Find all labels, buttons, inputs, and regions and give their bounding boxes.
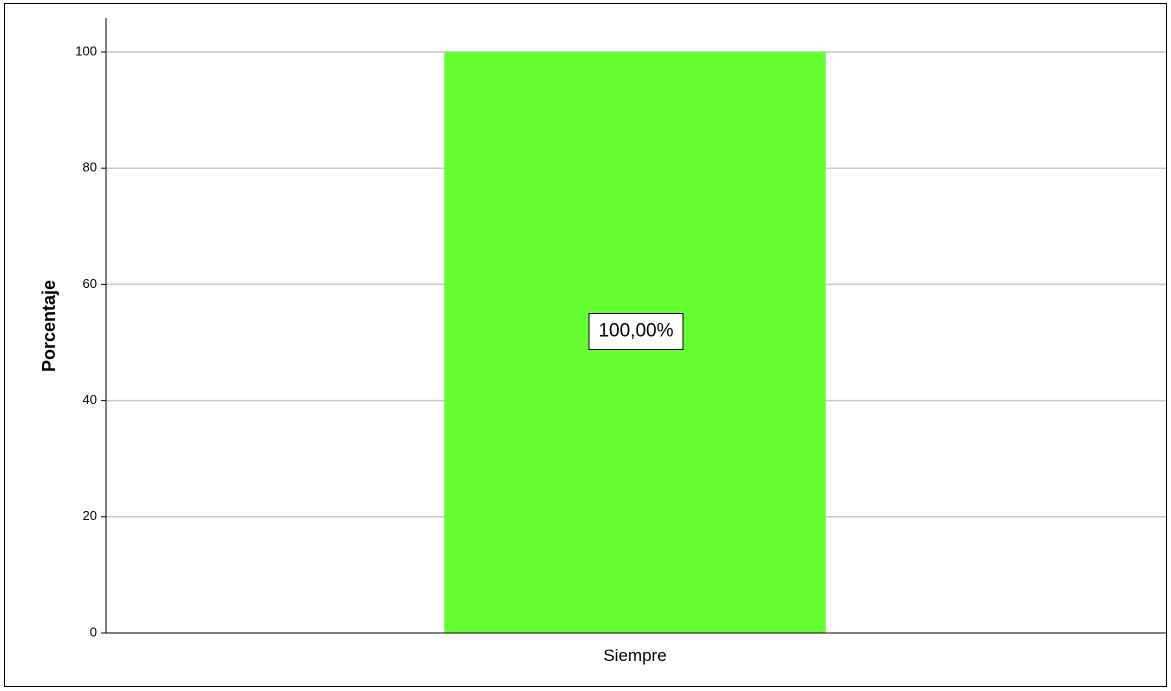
y-tick-label: 40 (83, 392, 97, 407)
y-tick-label: 20 (83, 508, 97, 523)
y-tick-label: 0 (90, 624, 97, 639)
y-axis-title: Porcentaje (39, 280, 59, 372)
x-category-label: Siempre (603, 646, 666, 665)
data-label-box (588, 313, 684, 350)
y-tick-label: 60 (83, 276, 97, 291)
data-label: 100,00% (598, 321, 673, 342)
y-tick-label: 80 (83, 160, 97, 175)
axes (101, 18, 1166, 634)
labels: 0 20 40 60 80 100 Siempre 100,00% (75, 43, 684, 665)
y-tick-label: 100 (75, 43, 97, 58)
